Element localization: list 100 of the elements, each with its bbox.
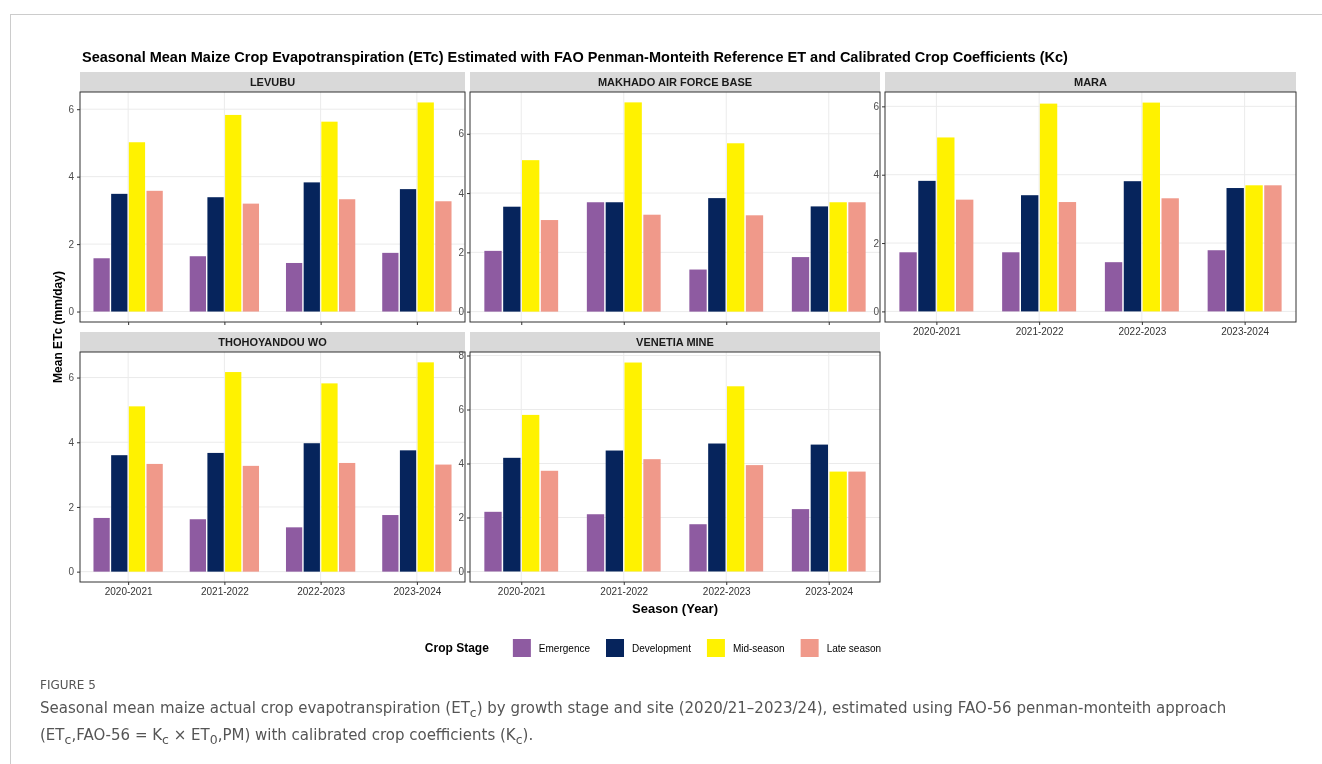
x-axis-title: Season (Year) [632, 601, 718, 616]
bar [643, 459, 661, 572]
y-tick-label: 2 [68, 238, 75, 250]
bar [540, 470, 559, 572]
bar [503, 457, 521, 572]
bar [1207, 250, 1225, 312]
bar [643, 214, 661, 312]
bar [1002, 252, 1020, 312]
bar [540, 220, 559, 312]
bar [956, 199, 974, 312]
bar [522, 160, 540, 312]
bar [285, 527, 303, 572]
bar [146, 190, 163, 312]
bar [435, 464, 452, 572]
bar [848, 471, 866, 572]
bar [810, 206, 828, 312]
bar [93, 258, 110, 312]
bar [727, 386, 745, 572]
bar [624, 362, 642, 572]
bar [708, 443, 726, 572]
y-tick-label: 0 [458, 306, 465, 318]
y-tick-label: 2 [458, 512, 465, 524]
bar [303, 443, 320, 572]
bar [339, 462, 356, 572]
x-tick-label: 2022-2023 [1118, 326, 1167, 338]
bar [689, 524, 707, 572]
y-tick-label: 6 [68, 103, 75, 115]
legend-label: Emergence [538, 643, 591, 654]
bar [605, 202, 623, 312]
chart-title: MAKHADO AIR FORCE BASE [597, 76, 753, 88]
y-tick-label: 0 [873, 306, 880, 318]
bar [484, 511, 502, 572]
bar [745, 465, 764, 572]
legend-label: Late season [826, 643, 882, 654]
bar [791, 509, 810, 572]
bar [189, 256, 206, 312]
y-tick-label: 0 [68, 566, 75, 578]
x-tick-label: 2022-2023 [702, 586, 752, 598]
y-tick-label: 0 [68, 306, 75, 318]
bar [417, 102, 434, 312]
bar [899, 252, 917, 312]
x-tick-label: 2021-2022 [200, 586, 250, 598]
x-tick-label: 2020-2021 [497, 586, 547, 598]
bar [399, 450, 417, 572]
bar [522, 414, 540, 572]
y-tick-label: 2 [873, 237, 880, 249]
bar [848, 202, 866, 312]
x-tick-label: 2023-2024 [393, 586, 442, 598]
bar [484, 250, 502, 312]
y-tick-label: 4 [458, 187, 465, 199]
y-tick-label: 6 [873, 101, 880, 113]
y-axis-title: Mean ETc (mm/day) [51, 271, 65, 383]
y-tick-label: 2 [458, 247, 465, 259]
bar [399, 189, 417, 312]
bar [146, 463, 163, 572]
bar [1021, 195, 1039, 312]
bar [417, 362, 434, 572]
y-tick-label: 6 [458, 128, 465, 140]
x-tick-label: 2023-2024 [805, 586, 854, 598]
bar [435, 201, 452, 312]
bar [937, 137, 955, 312]
chart-title: MARA [1074, 76, 1108, 88]
x-tick-label: 2020-2021 [912, 326, 962, 338]
legend-label: Mid-season [732, 643, 785, 654]
y-tick-label: 4 [68, 436, 75, 448]
legend-title: Crop Stage [424, 641, 490, 655]
text: Seasonal Mean Maize Crop Evapotranspiration (ETc) Estimated with FAO Penman-Monteith Reference ET and Calibrated Crop Coefficients (Kc) [82, 49, 1069, 65]
bar [321, 383, 338, 572]
y-tick-label: 4 [458, 458, 465, 470]
bar [189, 519, 206, 572]
bar [810, 444, 828, 572]
y-tick-label: 0 [458, 566, 465, 578]
bar [111, 193, 128, 312]
x-tick-label: 2023-2024 [1221, 326, 1270, 338]
bar [1161, 198, 1179, 312]
bar [918, 180, 936, 312]
bar [321, 121, 338, 312]
bar [503, 206, 521, 312]
bar [93, 517, 110, 572]
chart-title: THOHOYANDOU WO [218, 336, 328, 348]
bar [225, 114, 242, 312]
bar [1123, 181, 1142, 312]
bar [727, 143, 745, 312]
bar [111, 455, 128, 572]
y-tick-label: 4 [68, 171, 75, 183]
y-tick-label: 8 [458, 350, 465, 362]
bar [128, 142, 146, 312]
bar [1264, 185, 1282, 312]
bar [1058, 202, 1077, 312]
bar [791, 257, 810, 312]
bar [242, 203, 260, 312]
bar [339, 199, 356, 312]
bar [1142, 102, 1160, 312]
bar [689, 269, 707, 312]
bar [1039, 103, 1058, 312]
bar [225, 372, 242, 572]
bar [605, 450, 623, 572]
y-tick-label: 6 [458, 404, 465, 416]
text: Seasonal mean maize actual crop evapotranspiration (ET$_{c}$) by growth stage and site (2020/21–2023/24), estimated using FAO-56 penman-monteith approach (ET$_{c}$,FAO-56 = K$_{c}$ × ET$_{0}$,PM) with calibrated crop coefficients (K$_{c}$). [40, 699, 1227, 747]
bar [382, 252, 399, 312]
